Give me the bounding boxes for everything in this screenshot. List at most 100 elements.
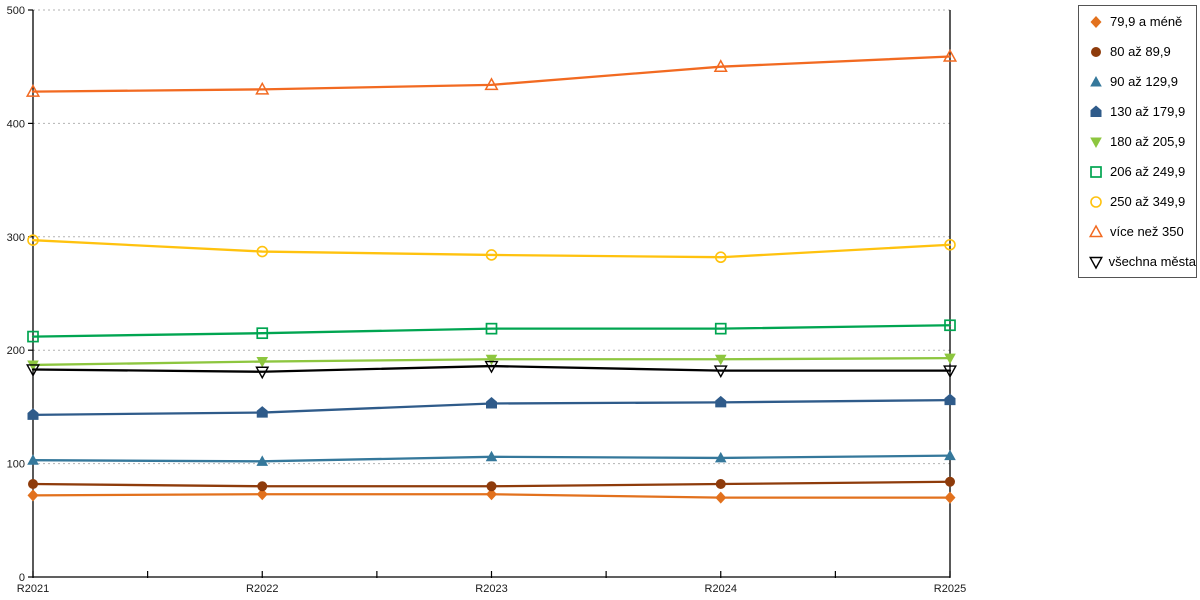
x-axis: R2021 R2022 R2023 R2024 R2025 <box>17 571 966 595</box>
series-4 <box>27 353 956 371</box>
data-point-square <box>944 319 956 332</box>
legend-marker-triangle-up-icon <box>1088 223 1104 237</box>
data-point-circle <box>257 481 268 492</box>
data-point-triangle-down <box>944 353 956 365</box>
data-point-circle <box>944 238 956 251</box>
data-point-pentagon <box>1090 105 1102 117</box>
data-point-pentagon <box>256 406 268 418</box>
data-point-diamond <box>486 488 497 501</box>
data-point-triangle-up <box>484 77 499 91</box>
legend-item: 250 až 349,9 <box>1088 187 1196 216</box>
data-point-pentagon <box>486 396 497 409</box>
legend-label: 80 až 89,9 <box>1110 44 1171 59</box>
data-point-diamond <box>1090 15 1102 28</box>
data-point-circle <box>486 481 497 492</box>
data-point-triangle-up <box>256 455 269 466</box>
data-point-square <box>256 327 269 340</box>
data-point-triangle-up <box>942 48 958 62</box>
data-point-square <box>27 330 39 343</box>
data-point-triangle-down <box>1089 256 1103 269</box>
legend-marker-diamond-icon <box>1090 15 1102 28</box>
legend-item: 80 až 89,9 <box>1088 37 1196 66</box>
data-point-circle <box>714 251 727 264</box>
x-tick-label: R2023 <box>475 583 507 595</box>
legend-item: 180 až 205,9 <box>1088 127 1196 156</box>
legend-item: všechna města <box>1088 247 1196 276</box>
y-tick-label: 200 <box>7 345 25 357</box>
data-point-triangle-down <box>26 364 40 377</box>
legend-marker-circle-icon <box>1091 46 1101 57</box>
data-point-square <box>714 322 727 335</box>
legend-label: 90 až 129,9 <box>1110 74 1178 89</box>
legend-label: více než 350 <box>1110 224 1184 239</box>
data-point-circle <box>1090 195 1102 208</box>
data-point-circle <box>256 245 269 258</box>
data-point-triangle-down <box>255 366 270 380</box>
series-line <box>31 55 952 93</box>
legend-label: 130 až 179,9 <box>1110 104 1186 119</box>
x-tick-label: R2021 <box>17 583 49 595</box>
legend-item: více než 350 <box>1088 217 1196 246</box>
series-7 <box>25 48 958 97</box>
data-point-triangle-up <box>27 454 39 465</box>
legend-item: 90 až 129,9 <box>1088 67 1196 96</box>
y-tick-label: 400 <box>7 118 25 130</box>
legend-label: 180 až 205,9 <box>1110 134 1186 149</box>
data-point-diamond <box>256 488 268 501</box>
data-point-triangle-up <box>714 451 727 463</box>
data-point-triangle-up <box>713 59 728 72</box>
series-5 <box>27 319 956 343</box>
y-tick-label: 0 <box>19 572 25 584</box>
legend-marker-square-icon <box>1090 165 1102 178</box>
series-1 <box>28 476 955 492</box>
legend-marker-triangle-up-icon <box>1090 75 1102 86</box>
data-point-triangle-down <box>256 357 269 368</box>
legend: 79,9 a méně 80 až 89,9 90 až 129,9 130 až 1… <box>1078 5 1197 278</box>
data-point-circle <box>27 234 39 247</box>
x-tick-label: R2025 <box>934 583 966 595</box>
data-point-pentagon <box>715 395 727 408</box>
series-6 <box>27 234 956 264</box>
y-tick-label: 100 <box>7 459 25 471</box>
legend-item: 130 až 179,9 <box>1088 97 1196 126</box>
legend-label: 206 až 249,9 <box>1110 164 1186 179</box>
data-point-triangle-down <box>27 360 39 371</box>
series-0 <box>27 488 956 504</box>
data-point-diamond <box>715 491 727 504</box>
legend-marker-triangle-down-icon <box>1089 256 1103 269</box>
series-line <box>31 364 952 373</box>
data-point-diamond <box>27 489 39 502</box>
legend-marker-circle-icon <box>1090 195 1102 208</box>
data-point-square <box>1090 165 1102 178</box>
legend-label: 79,9 a méně <box>1110 14 1183 29</box>
data-point-triangle-up <box>25 84 41 97</box>
data-point-triangle-down <box>943 365 957 379</box>
data-point-triangle-up <box>255 81 270 95</box>
data-point-pentagon <box>944 393 956 406</box>
legend-item: 79,9 a méně <box>1088 7 1196 36</box>
series-line <box>31 239 952 259</box>
data-point-triangle-up <box>1088 223 1104 237</box>
y-tick-label: 500 <box>7 5 25 17</box>
x-tick-label: R2024 <box>705 583 737 595</box>
data-point-circle <box>715 479 726 490</box>
x-tick-label: R2022 <box>246 583 278 595</box>
data-point-pentagon <box>27 408 39 420</box>
legend-item: 206 až 249,9 <box>1088 157 1196 186</box>
legend-label: 250 až 349,9 <box>1110 194 1186 209</box>
data-point-triangle-down <box>713 365 728 379</box>
data-point-circle <box>1091 46 1101 57</box>
y-tick-label: 300 <box>7 232 25 244</box>
data-point-triangle-up <box>1090 75 1102 86</box>
data-point-square <box>485 322 498 335</box>
data-point-triangle-up <box>944 449 956 461</box>
legend-marker-triangle-down-icon <box>1090 137 1102 148</box>
data-point-diamond <box>944 491 956 504</box>
series-3 <box>27 393 956 420</box>
data-point-circle <box>945 476 955 487</box>
legend-label: všechna města <box>1108 254 1196 269</box>
series-8 <box>26 360 957 380</box>
legend-marker-pentagon-icon <box>1090 105 1102 117</box>
